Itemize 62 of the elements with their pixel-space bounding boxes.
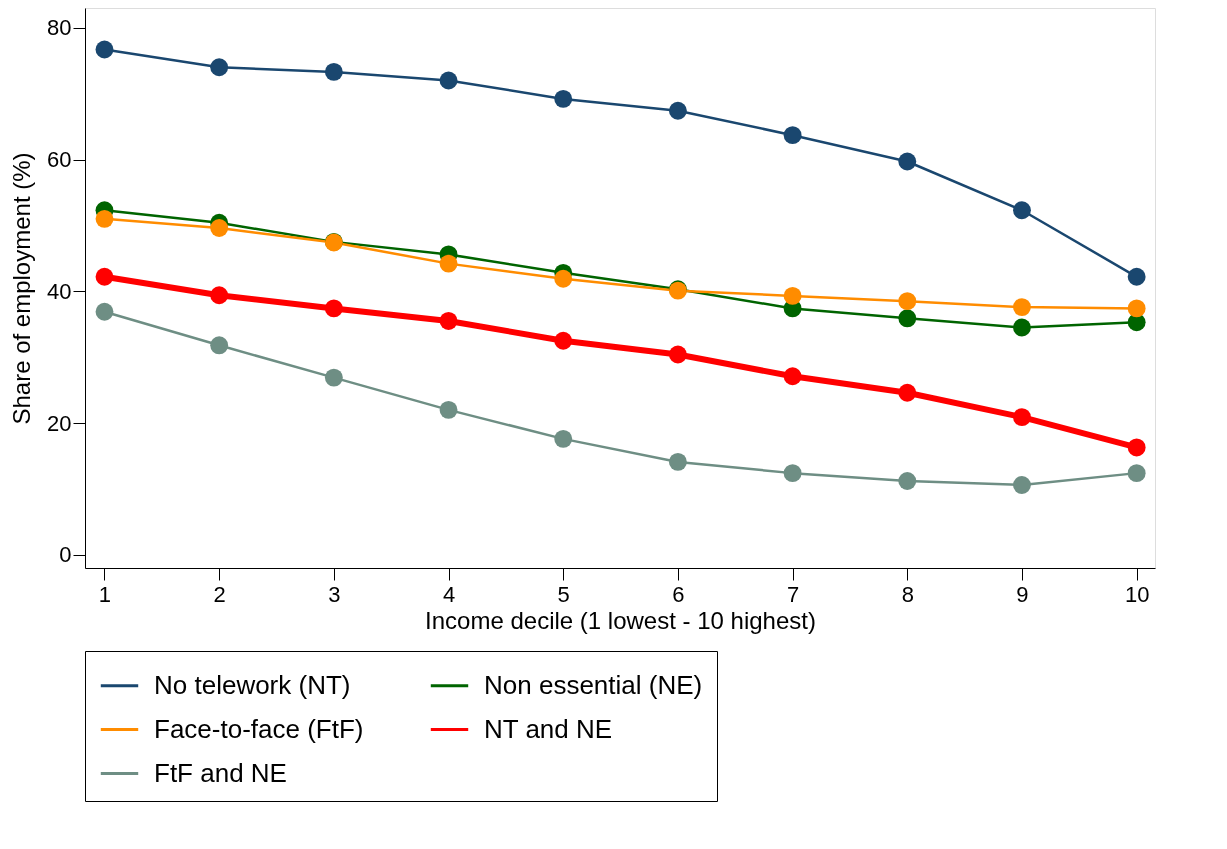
legend-label: Non essential (NE)	[484, 669, 703, 700]
point	[783, 367, 802, 386]
point	[554, 429, 573, 448]
point	[324, 299, 343, 318]
point	[210, 58, 229, 77]
y-tick-label: 60	[47, 147, 72, 173]
point	[95, 302, 114, 321]
x-tick-label: 10	[1124, 581, 1150, 607]
point	[439, 254, 458, 273]
point	[668, 453, 687, 471]
point	[439, 400, 458, 419]
point	[783, 464, 802, 483]
point	[668, 345, 687, 364]
point	[95, 40, 114, 59]
point	[554, 331, 573, 350]
point	[1127, 464, 1146, 483]
point	[554, 269, 573, 288]
point	[95, 209, 114, 228]
y-tick-label: 40	[47, 278, 72, 304]
point	[554, 89, 573, 108]
point	[898, 152, 917, 171]
point	[439, 71, 458, 90]
legend-label: FtF and NE	[154, 757, 287, 788]
point	[783, 126, 802, 145]
point	[783, 286, 802, 305]
x-tick-label: 4	[442, 581, 456, 607]
point	[1013, 201, 1031, 220]
y-tick-label: 0	[59, 542, 72, 568]
point	[210, 219, 229, 237]
point	[95, 267, 114, 286]
legend-label: NT and NE	[484, 713, 613, 744]
x-tick-label: 5	[557, 581, 570, 607]
point	[1013, 298, 1031, 317]
legend-label: Face-to-face (FtF)	[154, 713, 364, 744]
point	[668, 101, 687, 120]
x-tick-label: 7	[786, 581, 800, 607]
point	[1127, 299, 1146, 318]
point	[210, 336, 229, 355]
y-axis-title: Share of employment (%)	[8, 152, 36, 425]
y-tick-label: 20	[47, 410, 72, 436]
point	[324, 62, 343, 81]
point	[898, 472, 917, 490]
point	[1013, 408, 1031, 427]
point	[898, 309, 917, 328]
x-tick-label: 8	[901, 581, 914, 607]
point	[1013, 476, 1031, 494]
x-tick-label: 6	[672, 581, 685, 607]
legend-label: No telework (NT)	[154, 669, 351, 700]
point	[439, 312, 458, 330]
point	[898, 383, 917, 402]
point	[1127, 438, 1146, 457]
y-tick-label: 80	[47, 15, 72, 41]
x-tick-label: 1	[98, 581, 112, 607]
x-tick-label: 2	[213, 581, 226, 607]
x-tick-label: 9	[1016, 581, 1029, 607]
point	[210, 286, 229, 305]
point	[324, 368, 343, 387]
point	[1127, 267, 1146, 286]
x-tick-label: 3	[328, 581, 341, 607]
point	[1013, 318, 1031, 337]
x-axis-title: Income decile (1 lowest - 10 highest)	[425, 606, 816, 634]
point	[898, 292, 917, 311]
